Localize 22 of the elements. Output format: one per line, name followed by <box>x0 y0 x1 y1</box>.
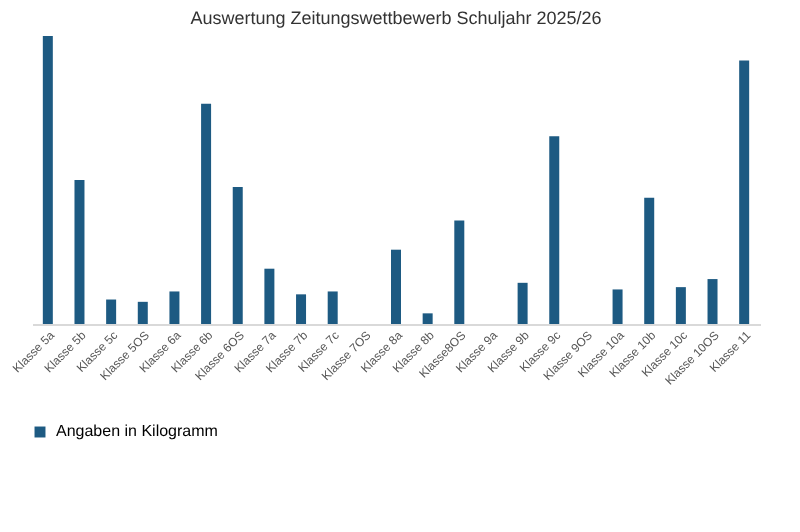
bar <box>74 180 85 324</box>
bar <box>169 291 180 324</box>
bar <box>644 197 655 324</box>
bar <box>391 249 401 324</box>
bar <box>42 36 53 324</box>
bar <box>422 313 433 324</box>
bar <box>106 299 117 324</box>
bar <box>137 301 148 324</box>
bar <box>454 220 465 324</box>
bar <box>739 60 750 324</box>
bar <box>296 294 307 324</box>
bar <box>675 287 686 324</box>
bar <box>707 279 718 324</box>
bar <box>232 186 243 324</box>
bar <box>327 291 338 324</box>
bar <box>264 268 275 324</box>
chart-title: Auswertung Zeitungswettbewerb Schuljahr 2025/26 <box>190 8 602 28</box>
bar <box>612 289 623 324</box>
bar <box>549 136 560 324</box>
bar <box>517 282 528 324</box>
bar <box>201 103 212 324</box>
legend-label: Angaben in Kilogramm <box>56 422 219 440</box>
